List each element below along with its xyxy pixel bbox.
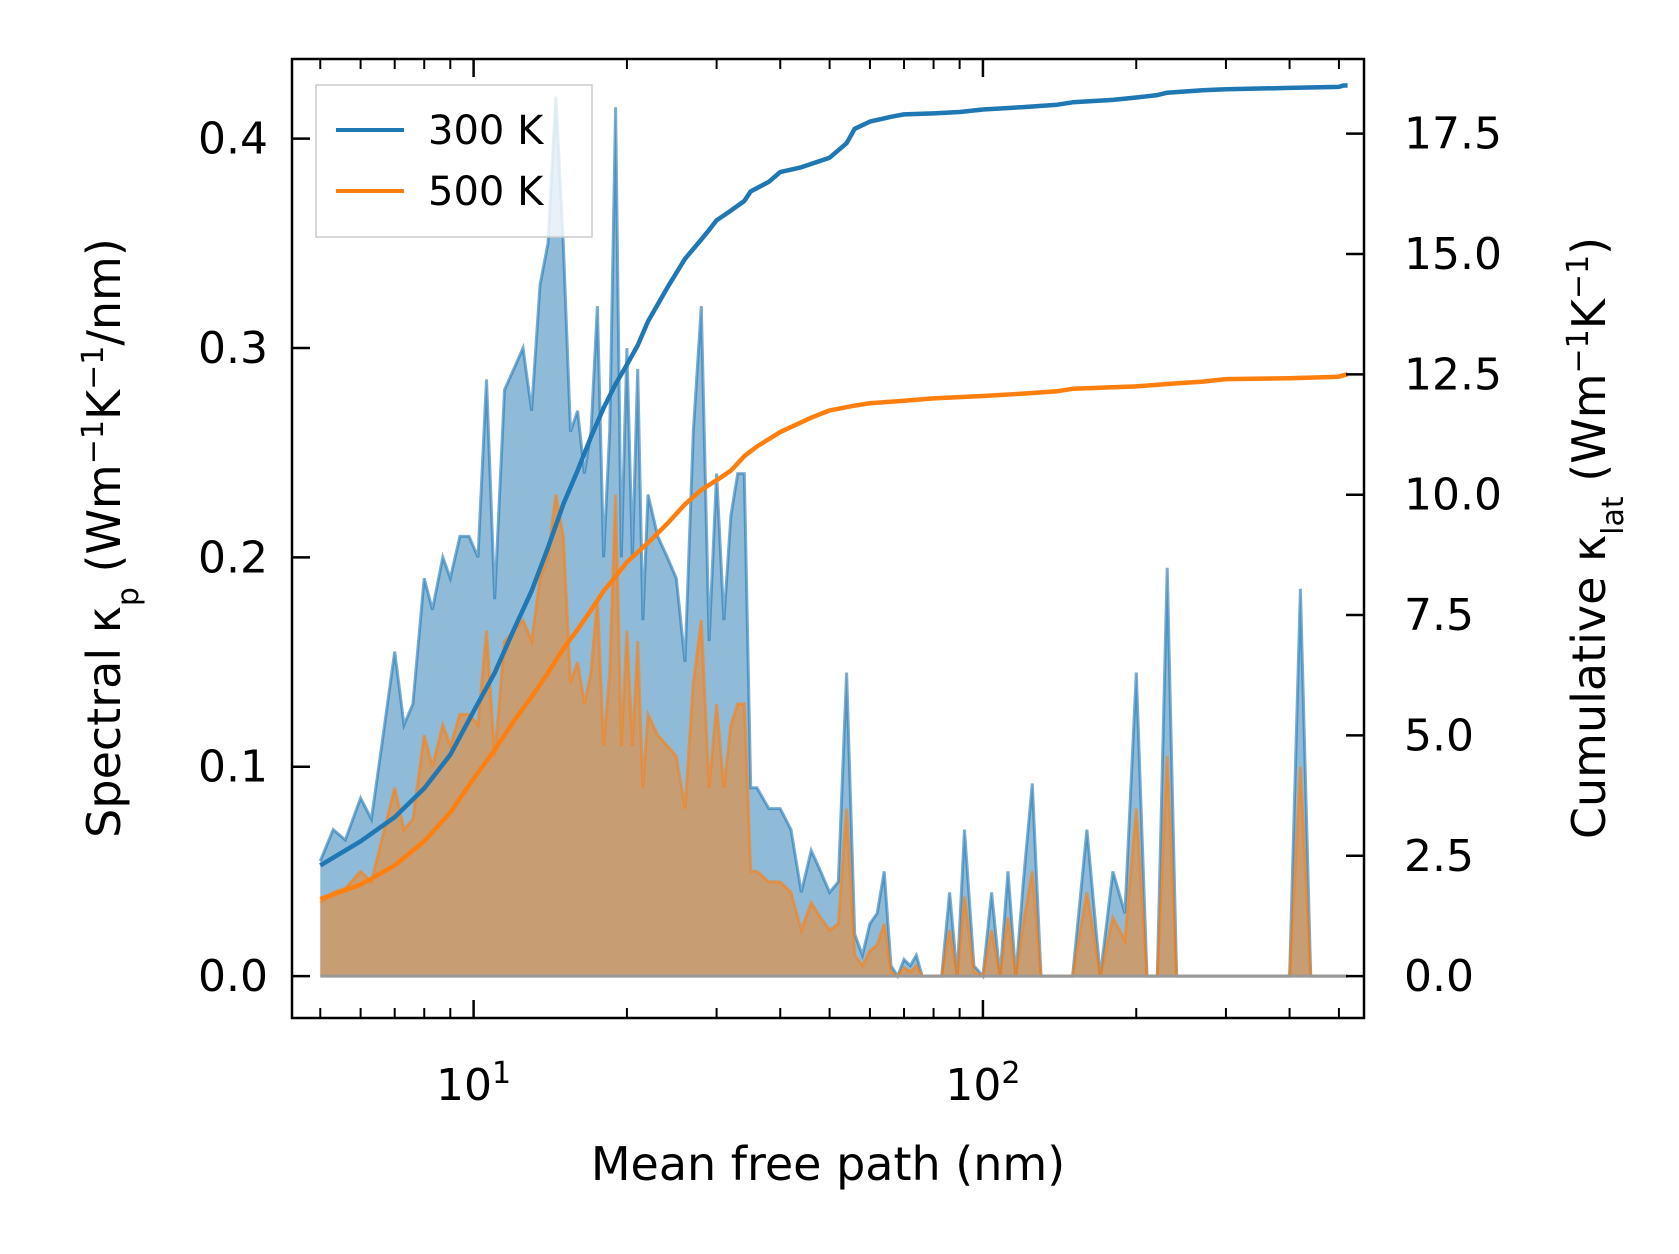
legend-label-500k: 500 K bbox=[428, 169, 545, 215]
y2-tick-label: 15.0 bbox=[1404, 229, 1502, 280]
cumulative-line-500k bbox=[319, 372, 1349, 902]
y2-tick-label: 2.5 bbox=[1404, 831, 1474, 882]
spectral-line-500k bbox=[319, 494, 1348, 979]
y2-tick-label: 7.5 bbox=[1404, 590, 1474, 641]
y-tick-label: 0.4 bbox=[198, 114, 268, 165]
y-tick-label: 0.2 bbox=[198, 532, 268, 583]
x-tick-label: 102 bbox=[945, 1056, 1020, 1112]
legend: 300 K 500 K bbox=[315, 84, 593, 238]
spectral-area-500k bbox=[320, 494, 1348, 977]
axis-ticks: 0.0 0.1 0.2 0.3 0.4 0.0 2.5 5.0 7.5 10.0 12.5 15.0 1… bbox=[198, 59, 1502, 1111]
cumulative-line-300k bbox=[319, 83, 1348, 868]
y-tick-label: 0.3 bbox=[198, 323, 268, 374]
legend-box bbox=[315, 84, 593, 238]
chart-lines bbox=[319, 83, 1349, 902]
y-tick-label: 0.1 bbox=[198, 742, 268, 793]
y-axis-title: Spectral κp (Wm−1K−1/nm) bbox=[76, 238, 146, 838]
y2-tick-label: 0.0 bbox=[1404, 951, 1474, 1002]
y2-axis-title: Cumulative κlat (Wm−1K−1) bbox=[1561, 237, 1631, 839]
spectral-fill-areas bbox=[318, 96, 1348, 980]
x-tick-label: 101 bbox=[436, 1056, 511, 1112]
x-axis-title: Mean free path (nm) bbox=[591, 1137, 1065, 1191]
legend-label-300k: 300 K bbox=[428, 108, 545, 154]
y2-tick-label: 17.5 bbox=[1404, 109, 1502, 160]
plot-frame bbox=[290, 57, 1366, 1020]
y-tick-label: 0.0 bbox=[198, 951, 268, 1002]
y2-tick-label: 12.5 bbox=[1404, 349, 1502, 400]
spectral-line-300k bbox=[318, 96, 1348, 980]
y2-tick-label: 5.0 bbox=[1404, 710, 1474, 761]
y2-tick-label: 10.0 bbox=[1404, 470, 1502, 521]
